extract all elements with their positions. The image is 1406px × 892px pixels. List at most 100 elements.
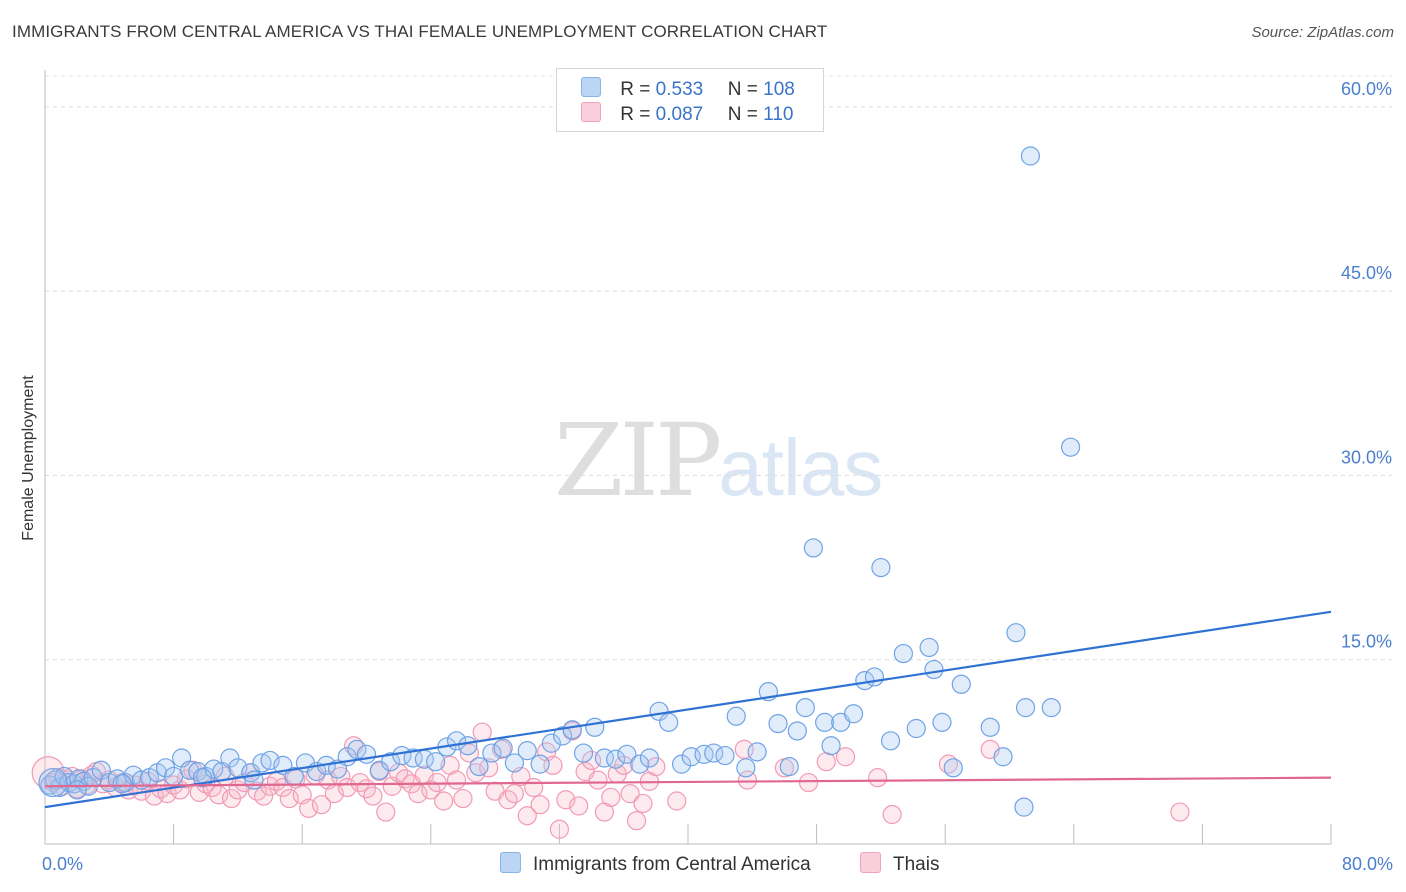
point-central-america	[67, 780, 87, 800]
point-thais	[816, 752, 836, 772]
point-thais	[530, 795, 550, 815]
point-central-america	[562, 720, 582, 740]
point-central-america	[779, 756, 799, 777]
point-central-america	[469, 756, 489, 777]
point-thais	[633, 793, 653, 814]
point-central-america	[768, 713, 788, 734]
data-points	[31, 146, 1190, 839]
y-tick-label: 45.0%	[1341, 263, 1392, 283]
point-central-america	[426, 752, 446, 772]
point-central-america	[347, 739, 367, 760]
trend-line-thais	[44, 776, 1332, 788]
x-tick-label-min: 0.0%	[42, 854, 83, 874]
point-thais	[376, 802, 396, 822]
watermark: ZIPatlas	[554, 402, 883, 519]
point-central-america	[630, 754, 650, 774]
legend-n-value: 108	[763, 79, 795, 100]
bottom-legend-label: Immigrants from Central America	[533, 854, 811, 875]
legend-row-central-america: R = 0.533 N = 108	[581, 77, 795, 101]
point-central-america	[115, 772, 135, 793]
point-central-america	[530, 754, 550, 774]
point-central-america	[951, 674, 971, 694]
trend-lines	[44, 610, 1332, 809]
legend-r-label: R =	[620, 104, 651, 125]
point-central-america	[1020, 146, 1040, 166]
point-central-america	[517, 741, 537, 761]
point-thais	[247, 781, 267, 801]
point-thais	[601, 787, 621, 807]
point-thais	[337, 777, 357, 798]
legend-swatch-pink	[581, 102, 601, 122]
point-central-america	[458, 736, 478, 756]
point-central-america	[381, 752, 401, 772]
point-central-america	[815, 712, 835, 732]
point-thais	[549, 819, 570, 839]
point-thais	[588, 770, 608, 790]
y-tick-label: 30.0%	[1341, 447, 1392, 467]
point-central-america	[747, 742, 767, 762]
point-thais	[472, 722, 492, 742]
point-thais	[459, 743, 479, 763]
point-thais	[667, 791, 687, 811]
point-thais	[434, 791, 454, 811]
point-central-america	[392, 745, 412, 766]
point-central-america	[736, 758, 756, 778]
y-tick-label: 15.0%	[1341, 632, 1392, 652]
point-central-america	[919, 637, 939, 658]
point-thais	[798, 772, 819, 793]
point-thais	[737, 770, 758, 790]
point-central-america	[843, 704, 864, 724]
point-thais	[620, 784, 640, 804]
point-central-america	[617, 744, 637, 764]
point-thais	[868, 768, 888, 788]
point-central-america	[795, 698, 815, 718]
point-central-america	[573, 743, 594, 763]
bottom-legend-thais: Thais	[860, 852, 939, 876]
point-thais	[363, 786, 383, 806]
point-thais	[835, 747, 856, 767]
point-thais	[479, 758, 499, 778]
legend-swatch-blue	[581, 77, 601, 97]
point-central-america	[704, 743, 724, 763]
point-central-america	[1041, 698, 1061, 718]
point-central-america	[504, 753, 524, 773]
legend-n-label: N =	[727, 104, 758, 125]
point-thais	[524, 777, 544, 798]
legend-n-label: N =	[727, 79, 758, 100]
point-central-america	[803, 538, 823, 558]
y-axis-label: Female Unemployment	[20, 375, 37, 541]
point-central-america	[943, 758, 963, 778]
point-central-america	[585, 717, 605, 737]
point-central-america	[932, 712, 952, 732]
point-thais	[279, 788, 299, 809]
point-central-america	[694, 744, 714, 764]
point-central-america	[906, 718, 926, 739]
axes	[44, 70, 1332, 845]
point-central-america	[639, 748, 660, 768]
tick-labels: 15.0% 30.0% 45.0% 60.0% 0.0% 80.0%	[42, 79, 1393, 874]
point-central-america	[649, 701, 669, 721]
point-central-america	[112, 774, 132, 794]
point-central-america	[493, 738, 513, 758]
point-thais	[299, 798, 319, 818]
point-central-america	[38, 767, 68, 798]
point-central-america	[356, 744, 377, 764]
watermark-atlas: atlas	[718, 423, 883, 512]
grid-lines	[45, 75, 1392, 661]
point-central-america	[164, 766, 184, 787]
point-thais	[504, 784, 524, 804]
bottom-legend-swatch-blue	[500, 852, 521, 873]
legend-n-value: 110	[763, 104, 794, 125]
bottom-legend-swatch-pink	[860, 852, 881, 873]
point-thais	[569, 796, 589, 816]
point-central-america	[893, 643, 914, 664]
point-central-america	[821, 736, 841, 756]
point-central-america	[993, 747, 1013, 767]
point-central-america	[715, 745, 735, 766]
point-central-america	[606, 749, 626, 769]
point-thais	[254, 786, 274, 806]
point-central-america	[260, 750, 280, 771]
point-thais	[421, 780, 441, 800]
point-central-america	[1006, 623, 1026, 643]
point-central-america	[1014, 797, 1034, 817]
